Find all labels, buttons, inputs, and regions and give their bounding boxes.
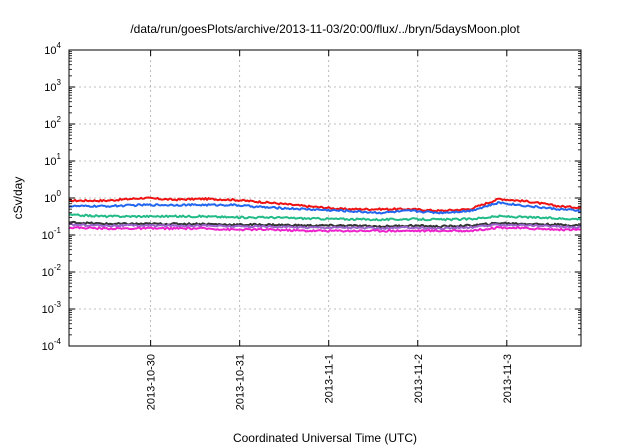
y-axis-label: cSv/day (11, 177, 25, 220)
series-line (68, 222, 581, 231)
x-tick-label: 2013-10-31 (235, 354, 247, 410)
chart-title: /data/run/goesPlots/archive/2013-11-03/2… (130, 22, 520, 36)
series-layer (68, 196, 582, 233)
y-tick-label: 10-3 (42, 300, 62, 316)
x-tick-label: 2013-11-3 (502, 354, 514, 403)
y-tick-label: 100 (44, 189, 61, 205)
x-tick-label: 2013-11-1 (324, 354, 336, 403)
series-line (68, 196, 581, 213)
y-tick-label: 104 (44, 41, 61, 57)
y-tick-label: 103 (44, 78, 61, 94)
x-axis-label: Coordinated Universal Time (UTC) (233, 431, 417, 445)
x-tick-label: 2013-10-30 (146, 354, 158, 410)
y-axis: 10-4 10-3 10-2 10-1 100 101 102 103 104 (42, 41, 581, 353)
y-tick-label: 10-1 (42, 226, 62, 242)
series-line (68, 213, 582, 222)
series-line (68, 201, 581, 215)
y-tick-label: 101 (44, 152, 61, 168)
x-axis: 2013-10-30 2013-10-31 2013-11-1 2013-11-2 20… (146, 50, 514, 410)
y-tick-label: 10-4 (42, 337, 62, 353)
series-line (68, 220, 581, 229)
y-tick-label: 10-2 (42, 263, 62, 279)
series-line (68, 225, 581, 233)
x-tick-label: 2013-11-2 (413, 354, 425, 403)
y-tick-label: 102 (44, 115, 61, 131)
